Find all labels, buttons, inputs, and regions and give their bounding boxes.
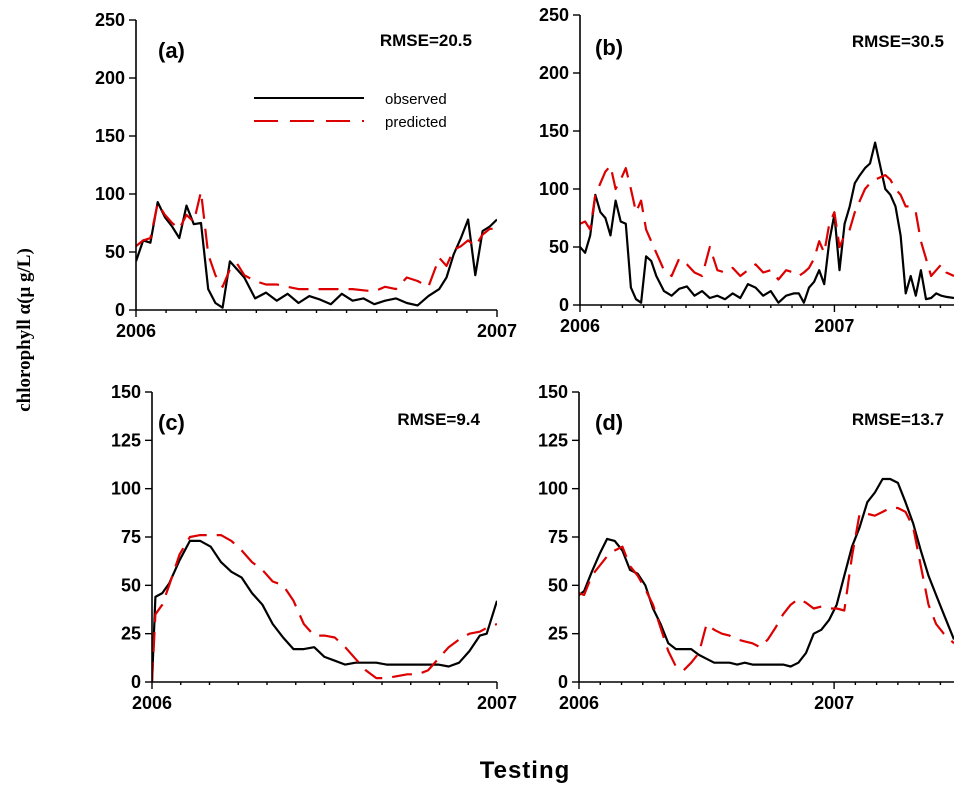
y-tick-label-b: 150 <box>539 121 569 141</box>
y-tick-label-d: 100 <box>538 479 568 499</box>
legend: observed predicted <box>254 91 447 131</box>
y-tick-label-d: 0 <box>558 672 568 692</box>
panel-b: 0 50 100 150 200 250 2006 2007 (b) RMSE=30.5 <box>539 5 954 336</box>
series-predicted-line-b <box>580 164 954 281</box>
legend-predicted-label: predicted <box>385 114 447 131</box>
x-tick-label-b: 2007 <box>814 316 854 336</box>
y-tick-label-a: 200 <box>95 68 125 88</box>
rmse-annotation-c: RMSE=9.4 <box>397 410 480 429</box>
y-tick-label-d: 150 <box>538 382 568 402</box>
panel-label-a: (a) <box>158 38 185 63</box>
x-tick-label-c: 2007 <box>477 693 517 713</box>
rmse-annotation-d: RMSE=13.7 <box>852 410 944 429</box>
panel-a: 0 50 100 150 200 250 2006 2007 (a) RMSE=20.5 <box>95 10 517 341</box>
panel-label-d: (d) <box>595 410 623 435</box>
y-tick-label-b: 250 <box>539 5 569 25</box>
series-predicted-line-c <box>152 533 497 683</box>
y-tick-label-d: 25 <box>548 624 568 644</box>
y-tick-label-a: 150 <box>95 126 125 146</box>
x-tick-label-d: 2006 <box>559 693 599 713</box>
rmse-annotation-a: RMSE=20.5 <box>380 31 472 50</box>
series-predicted-line-d <box>579 506 954 672</box>
series-predicted-line-a <box>136 190 497 293</box>
x-tick-label-a: 2006 <box>116 321 156 341</box>
y-tick-label-c: 25 <box>121 624 141 644</box>
x-tick-label-c: 2006 <box>132 693 172 713</box>
y-tick-label-a: 50 <box>105 242 125 262</box>
series-observed-line-a <box>136 201 497 309</box>
y-tick-label-c: 125 <box>111 430 141 450</box>
series-observed-line-b <box>580 141 954 304</box>
panel-d: 0 25 50 75 100 125 150 2006 2007 (d) RMSE=13.7 <box>538 382 954 713</box>
y-axis-label: chlorophyll α(μ g/L) <box>14 248 35 412</box>
x-tick-label-d: 2007 <box>814 693 854 713</box>
y-tick-label-a: 100 <box>95 184 125 204</box>
y-tick-label-b: 50 <box>549 237 569 257</box>
y-tick-label-c: 100 <box>111 479 141 499</box>
series-observed-line-c <box>152 539 497 683</box>
y-tick-label-d: 125 <box>538 430 568 450</box>
y-tick-label-a: 250 <box>95 10 125 30</box>
series-observed-line-d <box>579 477 954 668</box>
y-tick-label-a: 0 <box>115 300 125 320</box>
y-tick-label-d: 50 <box>548 575 568 595</box>
y-tick-label-c: 50 <box>121 575 141 595</box>
panel-label-b: (b) <box>595 35 623 60</box>
panel-c: 0 25 50 75 100 125 150 2006 2007 (c) RMSE=9.4 <box>111 382 517 713</box>
legend-observed-label: observed <box>385 91 447 108</box>
y-tick-label-b: 200 <box>539 63 569 83</box>
y-tick-label-d: 75 <box>548 527 568 547</box>
x-tick-label-a: 2007 <box>477 321 517 341</box>
x-axis-label: Testing <box>480 757 571 784</box>
y-tick-label-c: 75 <box>121 527 141 547</box>
y-tick-label-b: 100 <box>539 179 569 199</box>
y-tick-label-b: 0 <box>559 295 569 315</box>
y-tick-label-c: 0 <box>131 672 141 692</box>
panel-label-c: (c) <box>158 410 185 435</box>
rmse-annotation-b: RMSE=30.5 <box>852 32 944 51</box>
y-tick-label-c: 150 <box>111 382 141 402</box>
x-tick-label-b: 2006 <box>560 316 600 336</box>
